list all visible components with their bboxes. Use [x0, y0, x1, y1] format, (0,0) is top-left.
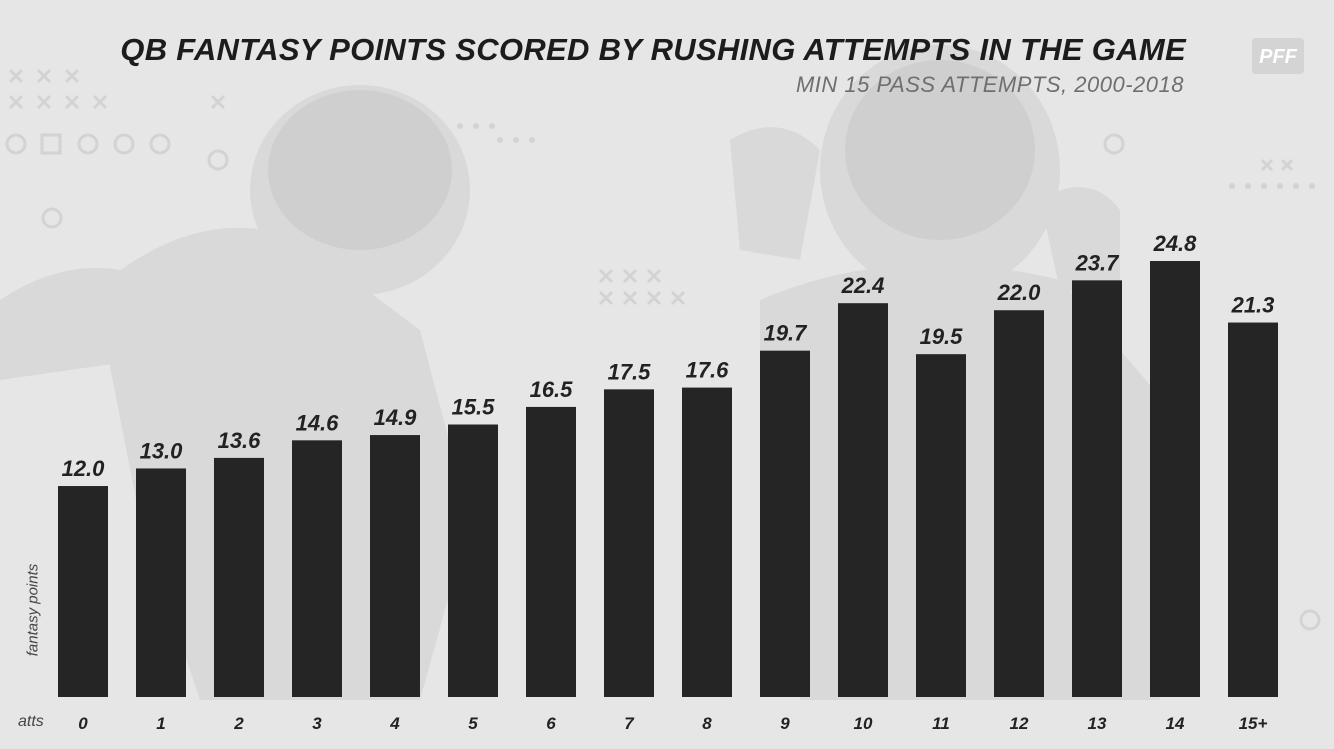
- bar-4: [370, 435, 420, 697]
- x-tick-label-4: 4: [389, 714, 400, 733]
- value-label-12: 22.0: [997, 280, 1042, 305]
- value-label-15+: 21.3: [1231, 293, 1275, 318]
- x-tick-labels-group: 0 1 2 3 4 5 6 7 8 9 10 11 12 13 14 15+: [78, 714, 1267, 733]
- x-tick-label-12: 12: [1010, 714, 1029, 733]
- value-label-10: 22.4: [841, 273, 885, 298]
- bar-11: [916, 354, 966, 697]
- x-tick-label-15+: 15+: [1239, 714, 1268, 733]
- bar-7: [604, 389, 654, 697]
- y-axis-label: fantasy points: [24, 563, 42, 657]
- x-tick-label-8: 8: [702, 714, 712, 733]
- chart-subtitle: MIN 15 PASS ATTEMPTS, 2000-2018: [795, 72, 1184, 97]
- bar-8: [682, 387, 732, 697]
- x-tick-label-2: 2: [233, 714, 244, 733]
- x-tick-label-14: 14: [1166, 714, 1185, 733]
- bar-0: [58, 486, 108, 697]
- bar-1: [136, 468, 186, 697]
- x-tick-label-1: 1: [156, 714, 165, 733]
- bars-group: [58, 261, 1278, 697]
- pff-logo-text: PFF: [1259, 46, 1298, 68]
- bar-13: [1072, 280, 1122, 697]
- pff-logo: PFF: [1252, 38, 1304, 74]
- value-label-14: 24.8: [1153, 231, 1198, 256]
- value-label-7: 17.5: [608, 359, 652, 384]
- chart-title: QB FANTASY POINTS SCORED BY RUSHING ATTE…: [120, 32, 1186, 67]
- bar-3: [292, 440, 342, 697]
- value-labels-group: 12.0 13.0 13.6 14.6 14.9 15.5 16.5 17.5 17.6 19.7…: [62, 231, 1275, 481]
- bar-12: [994, 310, 1044, 697]
- value-label-8: 17.6: [686, 358, 730, 383]
- value-label-6: 16.5: [530, 377, 574, 402]
- bar-5: [448, 424, 498, 697]
- x-tick-label-0: 0: [78, 714, 88, 733]
- x-tick-label-11: 11: [932, 714, 950, 733]
- x-tick-label-3: 3: [312, 714, 322, 733]
- bar-2: [214, 457, 264, 697]
- x-axis-label: atts: [18, 713, 44, 730]
- value-label-2: 13.6: [218, 428, 262, 453]
- value-label-11: 19.5: [920, 324, 964, 349]
- bar-9: [760, 350, 810, 697]
- bar-15+: [1228, 322, 1278, 697]
- x-tick-label-7: 7: [624, 714, 635, 733]
- x-tick-label-6: 6: [546, 714, 556, 733]
- x-tick-label-9: 9: [780, 714, 790, 733]
- value-label-9: 19.7: [764, 321, 809, 346]
- value-label-5: 15.5: [452, 395, 496, 420]
- value-label-13: 23.7: [1075, 250, 1121, 275]
- value-label-0: 12.0: [62, 456, 106, 481]
- value-label-3: 14.6: [296, 410, 340, 435]
- x-tick-label-5: 5: [468, 714, 478, 733]
- bar-14: [1150, 261, 1200, 697]
- bar-10: [838, 303, 888, 697]
- value-label-1: 13.0: [140, 438, 184, 463]
- x-tick-label-10: 10: [854, 714, 873, 733]
- x-tick-label-13: 13: [1088, 714, 1107, 733]
- value-label-4: 14.9: [374, 405, 418, 430]
- bar-6: [526, 406, 576, 697]
